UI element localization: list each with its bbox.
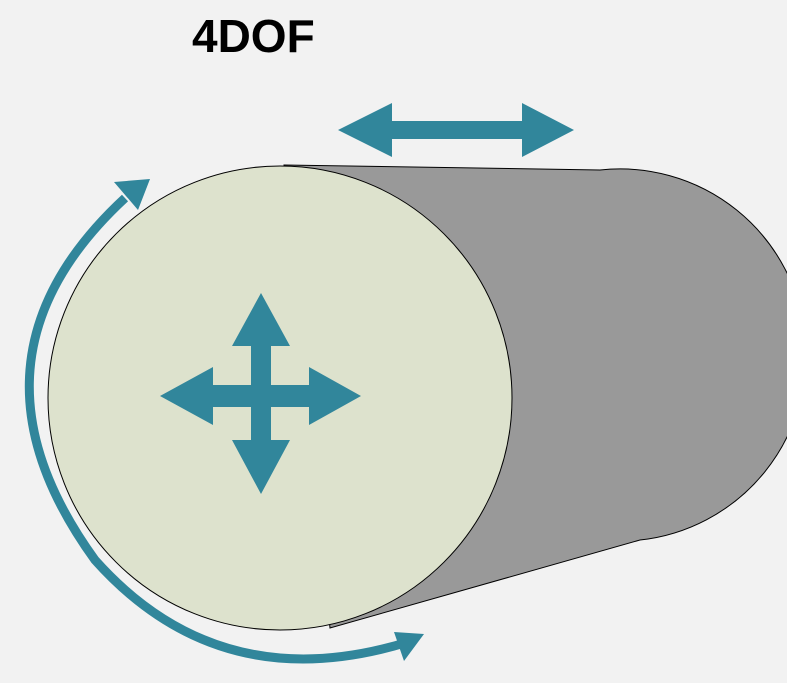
diagram-title: 4DOF bbox=[192, 10, 315, 62]
curved-rotation-arrow-body bbox=[24, 194, 410, 664]
double-arrow-horizontal-icon bbox=[338, 103, 574, 157]
four-way-arrow-icon bbox=[160, 293, 361, 494]
curved-rotation-arrow-head-bottom bbox=[394, 632, 424, 661]
curved-rotation-arrow-head-top bbox=[114, 179, 150, 210]
